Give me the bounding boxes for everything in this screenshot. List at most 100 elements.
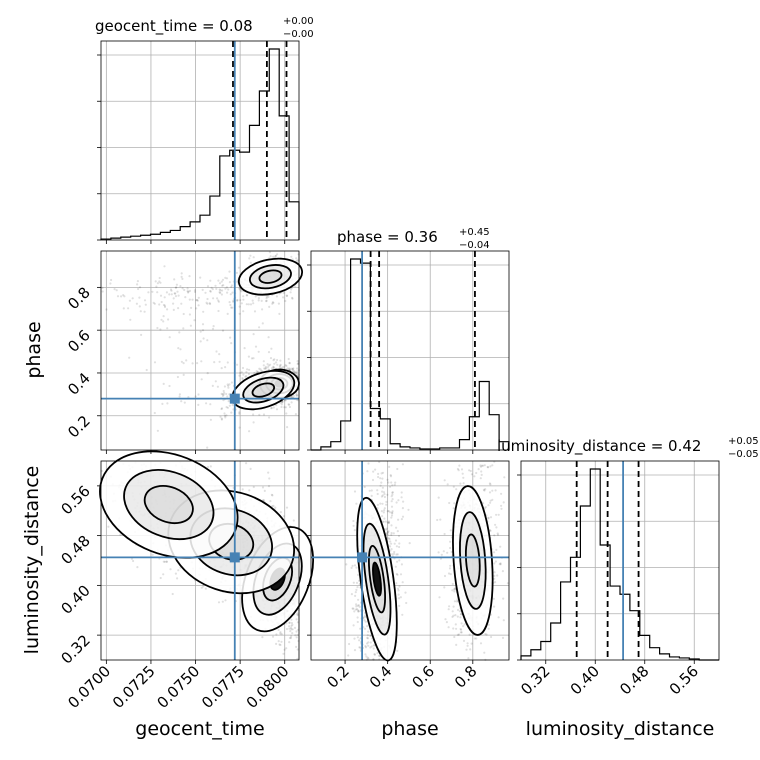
sample-point bbox=[170, 293, 173, 296]
sample-point bbox=[372, 647, 375, 650]
sample-point bbox=[221, 600, 224, 603]
sample-point bbox=[439, 518, 442, 521]
sample-point bbox=[223, 391, 226, 394]
sample-point bbox=[180, 275, 183, 278]
sample-point bbox=[370, 494, 373, 497]
sample-point bbox=[378, 654, 381, 658]
sample-point bbox=[379, 477, 382, 480]
sample-point bbox=[161, 402, 164, 405]
sample-point bbox=[195, 307, 198, 310]
sample-point bbox=[448, 567, 452, 570]
sample-point bbox=[230, 306, 233, 309]
sample-point bbox=[288, 627, 291, 630]
sample-point bbox=[282, 291, 285, 295]
contour-0-1-level-1 bbox=[248, 264, 292, 290]
sample-point bbox=[178, 331, 181, 334]
sample-point bbox=[225, 277, 229, 280]
sample-point bbox=[204, 291, 207, 294]
sample-point bbox=[258, 326, 261, 329]
sample-point bbox=[225, 406, 228, 409]
sample-point bbox=[395, 501, 398, 504]
sample-point bbox=[248, 489, 251, 492]
sample-point bbox=[249, 303, 253, 306]
sample-point bbox=[479, 642, 483, 645]
sample-point bbox=[293, 369, 296, 373]
sample-point bbox=[395, 572, 398, 576]
sample-point bbox=[475, 471, 478, 475]
y-tick-label-phase: 0.2 bbox=[64, 412, 94, 442]
sample-point bbox=[380, 472, 383, 475]
sample-point bbox=[384, 520, 387, 523]
sample-point bbox=[231, 306, 234, 309]
sample-point bbox=[499, 563, 502, 566]
sample-point bbox=[456, 633, 459, 637]
sample-point bbox=[206, 297, 209, 301]
sample-point bbox=[189, 324, 192, 327]
sample-point bbox=[218, 360, 221, 363]
sample-point bbox=[488, 491, 492, 494]
sample-point bbox=[186, 287, 189, 290]
sample-point bbox=[469, 648, 472, 651]
sample-point bbox=[391, 491, 394, 494]
sample-point bbox=[369, 641, 372, 644]
sample-point bbox=[356, 604, 359, 607]
sample-point bbox=[386, 478, 389, 481]
truth-marker-0-2 bbox=[229, 552, 240, 563]
sample-point bbox=[258, 413, 261, 416]
sample-point bbox=[247, 355, 250, 358]
sample-point bbox=[258, 367, 261, 370]
sample-point bbox=[353, 637, 356, 640]
sample-point bbox=[495, 548, 498, 552]
sample-point bbox=[480, 470, 483, 473]
sample-point bbox=[163, 560, 166, 563]
sample-point bbox=[295, 630, 298, 633]
sample-point bbox=[172, 297, 175, 300]
sample-point bbox=[500, 492, 503, 495]
sample-point bbox=[252, 413, 255, 416]
sample-point bbox=[396, 587, 400, 590]
sample-point bbox=[176, 375, 179, 379]
sample-point bbox=[274, 255, 277, 258]
sample-point bbox=[193, 289, 197, 292]
sample-point bbox=[197, 296, 200, 299]
sample-point bbox=[272, 406, 275, 409]
sample-point bbox=[363, 615, 366, 619]
sample-point bbox=[115, 289, 118, 292]
sample-point bbox=[132, 559, 135, 563]
sample-point bbox=[220, 418, 223, 421]
sample-point bbox=[286, 426, 289, 429]
sample-point bbox=[223, 385, 226, 388]
title-luminosity-distance-minus: −0.05 bbox=[728, 449, 759, 460]
sample-point bbox=[369, 634, 372, 638]
sample-point bbox=[284, 364, 287, 367]
sample-point bbox=[376, 507, 379, 510]
sample-point bbox=[358, 646, 361, 649]
sample-point bbox=[160, 318, 163, 321]
sample-point bbox=[502, 619, 505, 622]
sample-point bbox=[499, 545, 502, 548]
sample-point bbox=[216, 385, 219, 388]
sample-point bbox=[200, 586, 203, 589]
sample-point bbox=[262, 364, 265, 367]
sample-point bbox=[366, 637, 370, 640]
sample-point bbox=[175, 283, 178, 286]
sample-point bbox=[290, 618, 293, 621]
sample-point bbox=[279, 363, 282, 366]
sample-point bbox=[290, 621, 293, 625]
sample-point bbox=[397, 518, 400, 521]
contour-0-2-level-1 bbox=[123, 469, 215, 541]
sample-point bbox=[388, 465, 391, 468]
sample-point bbox=[101, 290, 104, 293]
sample-point bbox=[226, 291, 229, 294]
sample-point bbox=[174, 286, 177, 289]
sample-point bbox=[188, 275, 191, 278]
sample-point bbox=[451, 582, 454, 586]
sample-point bbox=[282, 365, 285, 368]
sample-point bbox=[381, 477, 384, 480]
sample-point bbox=[235, 271, 238, 274]
sample-point bbox=[369, 646, 372, 649]
sample-point bbox=[222, 399, 225, 402]
sample-point bbox=[211, 384, 214, 387]
sample-point bbox=[489, 499, 492, 502]
sample-point bbox=[455, 488, 458, 491]
